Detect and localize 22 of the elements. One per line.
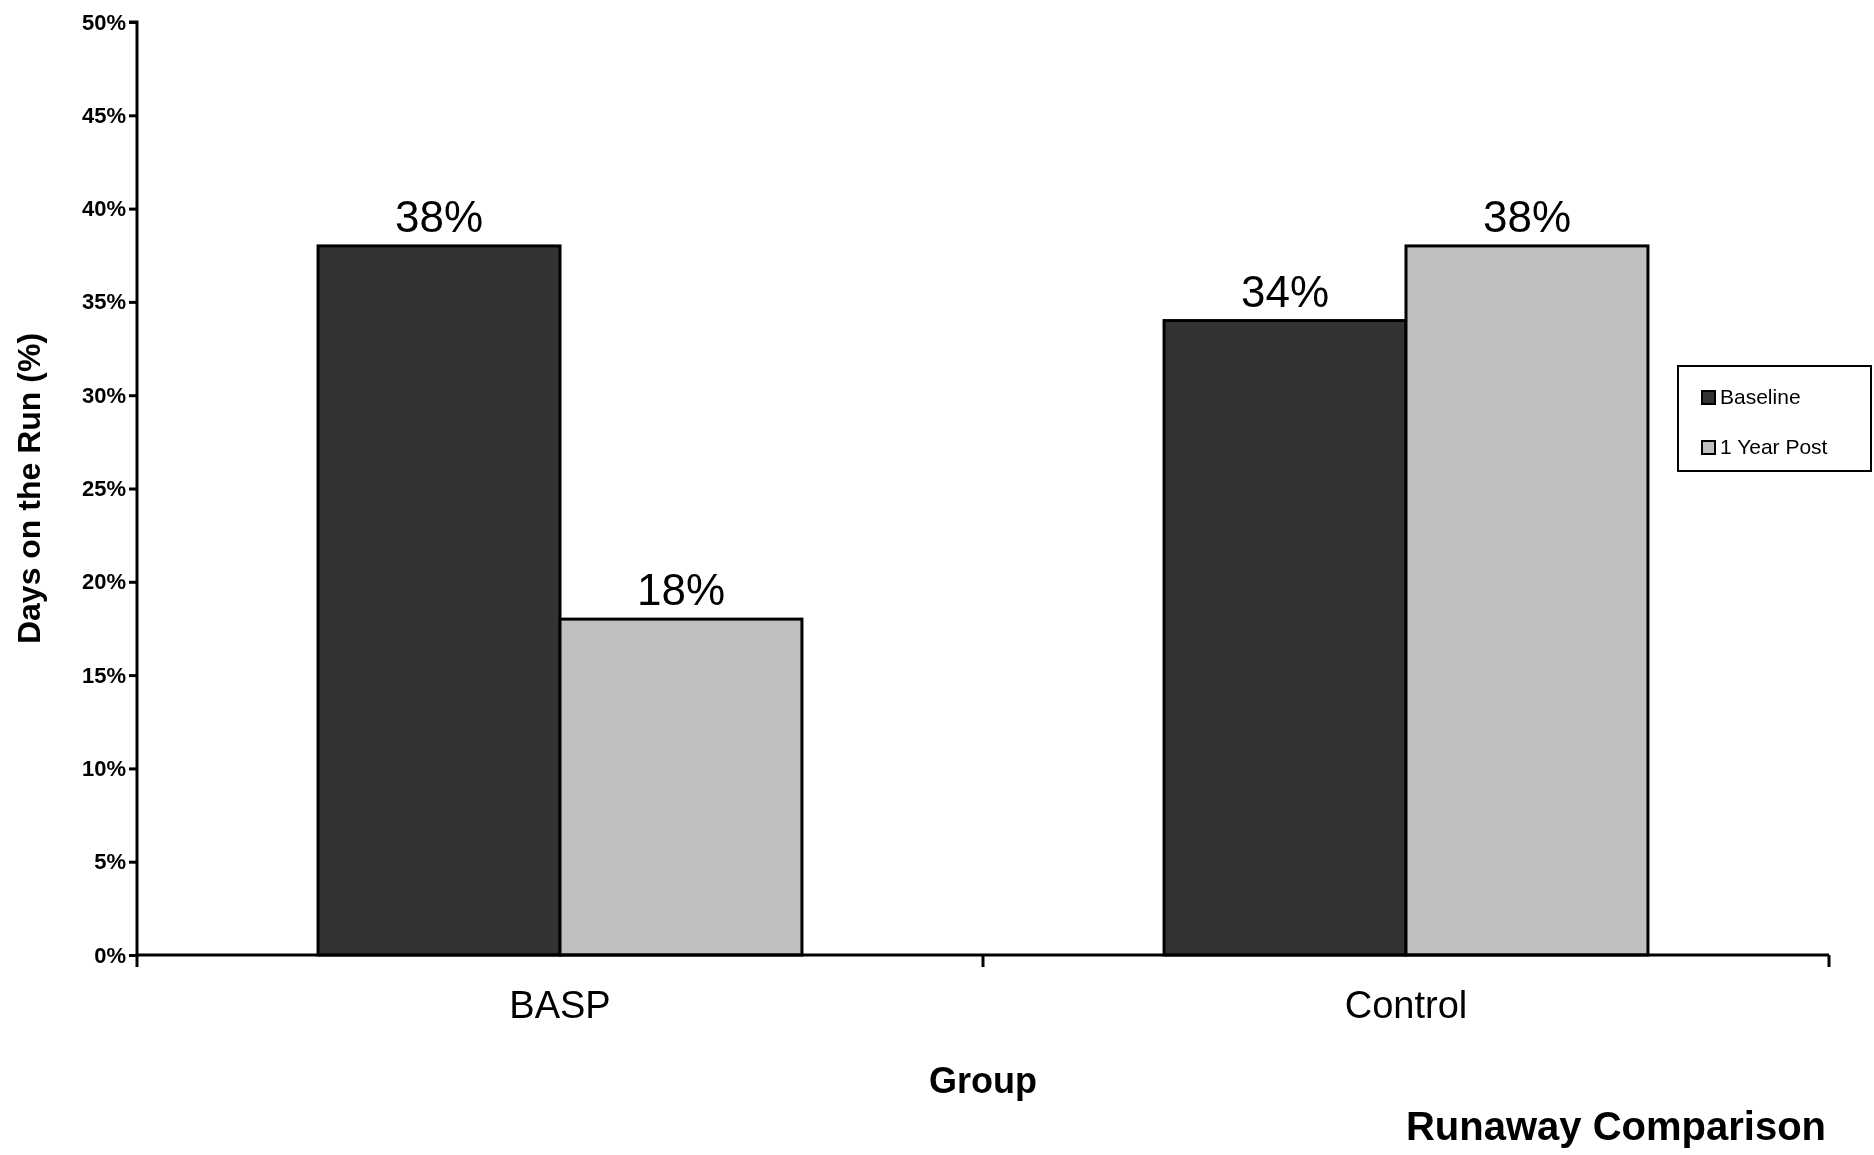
y-tick-label: 20% [81, 569, 126, 595]
y-tick-label: 10% [81, 755, 126, 781]
y-tick-label: 45% [81, 102, 126, 128]
y-tick-label: 25% [81, 476, 126, 502]
y-tick-label: 35% [81, 289, 126, 315]
y-tick-label: 15% [81, 662, 126, 688]
y-tick-label: 0% [94, 942, 126, 968]
legend-label: 1 Year Post [1720, 435, 1828, 458]
x-tick-label: Control [1344, 983, 1468, 1026]
data-label: 38% [1482, 191, 1572, 241]
y-tick-label: 40% [81, 196, 126, 222]
y-tick-label: 30% [81, 382, 126, 408]
text: Runaway Comparison [1405, 1104, 1826, 1148]
y-tick-label: 50% [81, 9, 126, 35]
data-label: 34% [1240, 266, 1330, 316]
data-label: 38% [394, 191, 484, 241]
x-tick-label: BASP [509, 983, 611, 1026]
y-axis-title: Days on the Run (%) [11, 332, 47, 645]
data-label: 18% [636, 565, 726, 615]
legend-label: Baseline [1720, 385, 1801, 408]
x-axis-title: Group [929, 1060, 1037, 1101]
y-tick-label: 5% [94, 849, 126, 875]
